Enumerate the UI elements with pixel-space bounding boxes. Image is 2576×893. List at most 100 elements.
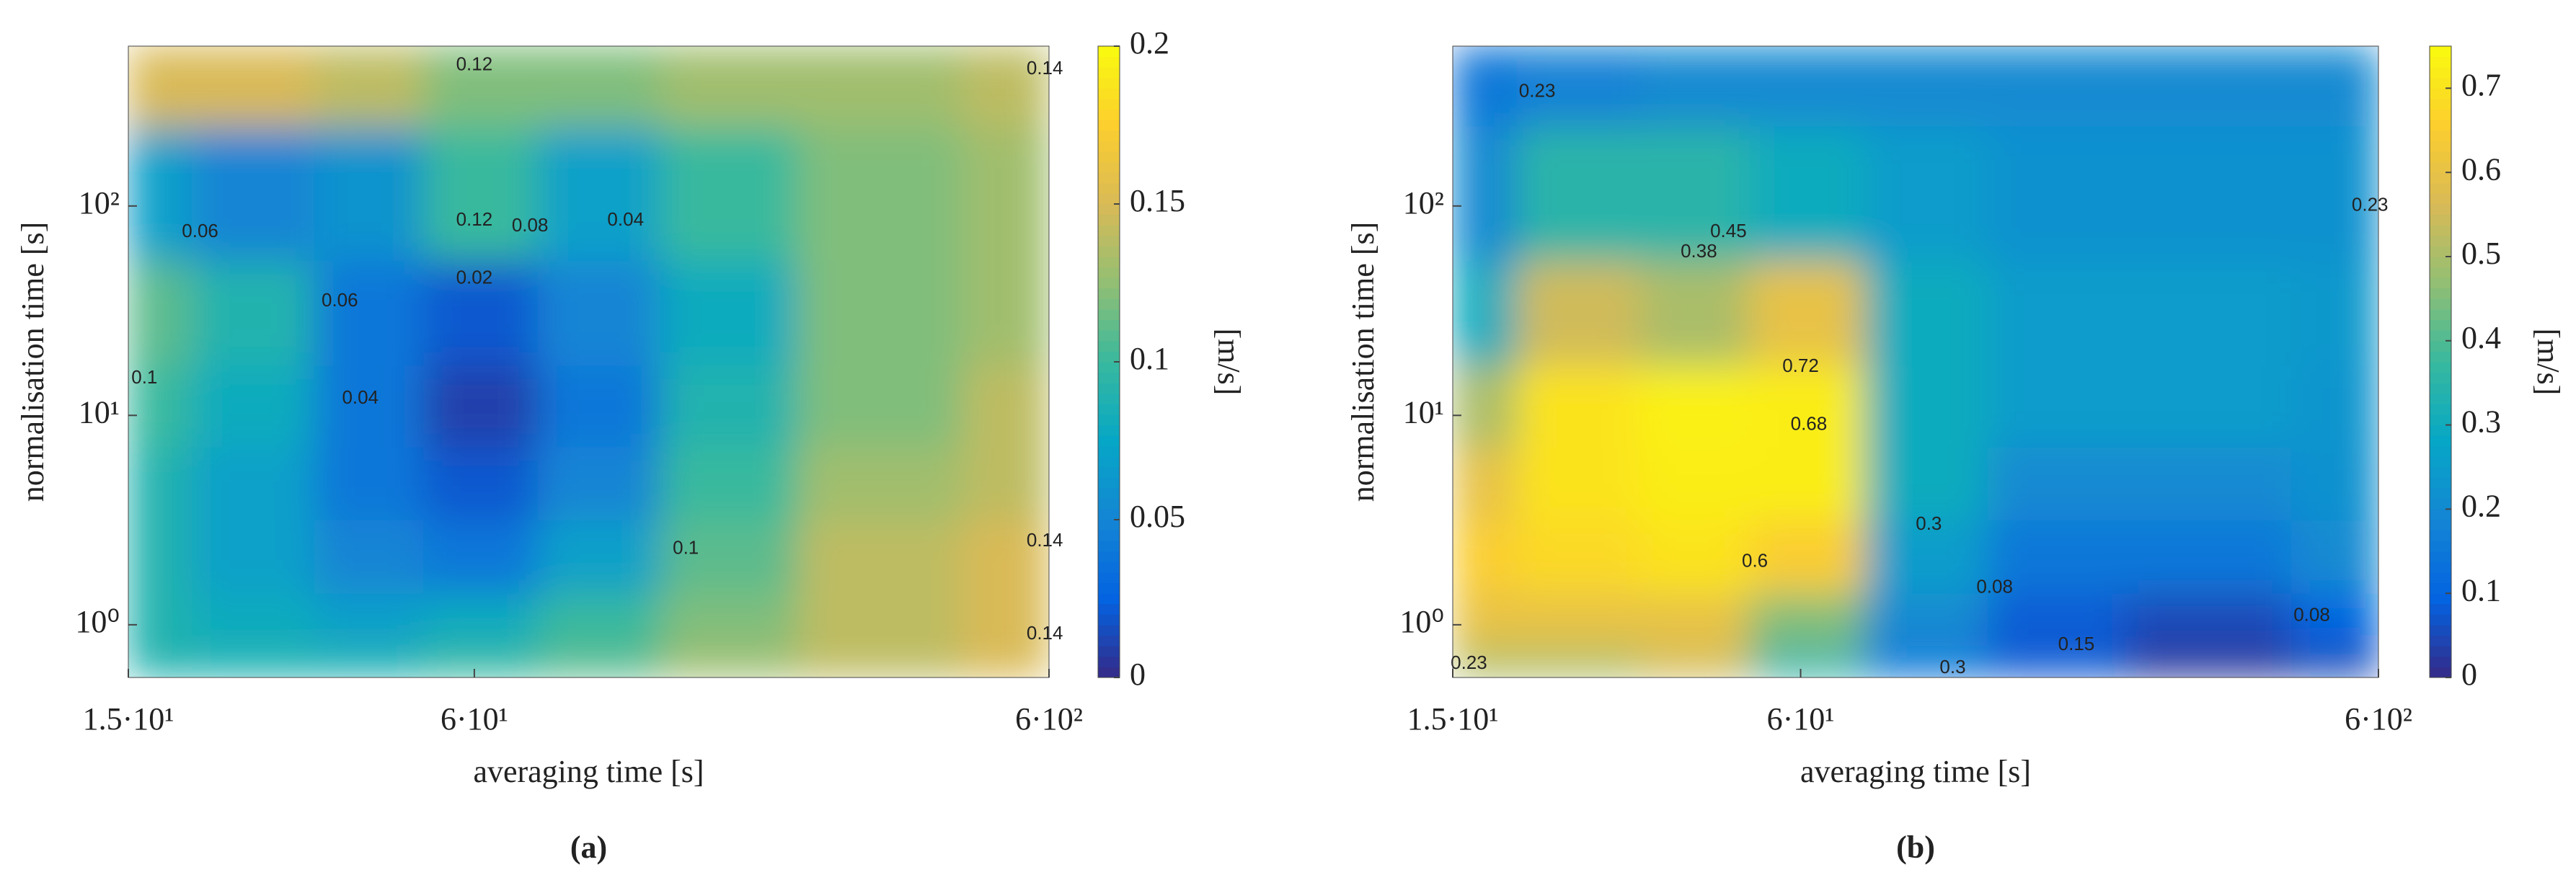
- y-tick-label: 10²: [79, 185, 120, 221]
- colorbar-label: [m/s]: [2531, 329, 2566, 396]
- heatmap-cell: [1453, 46, 1518, 127]
- colorbar-step: [1098, 435, 1120, 447]
- colorbar-step: [1098, 445, 1120, 457]
- heatmap-cell: [660, 125, 798, 262]
- contour-label: 0.14: [1027, 622, 1063, 644]
- colorbar-step: [1098, 172, 1120, 184]
- heatmap-cell: [1453, 592, 1518, 649]
- plot-frame: [128, 45, 1050, 678]
- colorbar-step: [2430, 645, 2451, 657]
- heatmap-cell: [1864, 592, 1988, 649]
- y-axis-label: normalisation time [s]: [1345, 222, 1381, 502]
- colorbar-step: [2430, 582, 2451, 594]
- heatmap-cell: [2125, 647, 2292, 677]
- contour-label: 0.14: [1027, 529, 1063, 551]
- heatmap-cell: [1864, 446, 1988, 521]
- colorbar-step: [2430, 235, 2451, 246]
- colorbar-step: [1098, 372, 1120, 383]
- y-tick-label: 10¹: [1403, 394, 1444, 430]
- heatmap-cell: [1453, 260, 1518, 366]
- heatmap-cell: [1987, 125, 2126, 262]
- heatmap-cell: [660, 520, 798, 594]
- colorbar-tick-label: 0.1: [1130, 341, 1169, 376]
- colorbar-step: [1098, 109, 1120, 120]
- heatmap-cell: [1639, 592, 1750, 649]
- colorbar-step: [1098, 319, 1120, 331]
- colorbar-step: [2430, 182, 2451, 194]
- heatmap-cell: [2290, 592, 2378, 649]
- colorbar-step: [2430, 372, 2451, 383]
- heatmap-cell: [2290, 125, 2378, 262]
- heatmap-cell: [423, 125, 539, 262]
- colorbar-step: [1098, 645, 1120, 657]
- contour-label: 0.1: [131, 366, 157, 388]
- heatmap-cell: [2290, 46, 2378, 127]
- colorbar-step: [1098, 592, 1120, 605]
- colorbar-tick-label: 0.15: [1130, 183, 1185, 218]
- heatmap-cell: [1749, 260, 1865, 366]
- heatmap-cell: [962, 520, 1049, 594]
- colorbar-step: [1098, 382, 1120, 394]
- heatmap-cell: [1453, 125, 1518, 262]
- heatmap-cell: [660, 46, 798, 127]
- heatmap-cell: [423, 46, 539, 127]
- heatmap-cell: [2125, 446, 2292, 521]
- heatmap-cell: [2290, 260, 2378, 366]
- colorbar-step: [2430, 319, 2451, 331]
- heatmap-cell: [2125, 125, 2292, 262]
- colorbar-step: [1098, 256, 1120, 268]
- colorbar-step: [2430, 98, 2451, 110]
- colorbar-step: [2430, 256, 2451, 268]
- heatmap-cell: [128, 446, 192, 521]
- colorbar-step: [1098, 530, 1120, 541]
- colorbar-step: [2430, 224, 2451, 236]
- heatmap-cell: [1749, 647, 1865, 677]
- heatmap-cell: [1987, 365, 2126, 448]
- y-tick-label: 10⁰: [75, 604, 120, 639]
- colorbar-step: [2430, 203, 2451, 216]
- heatmap-cell: [1987, 46, 2126, 127]
- colorbar-step: [1098, 66, 1120, 79]
- heatmap-cell: [797, 520, 963, 594]
- heatmap-cell: [2125, 46, 2292, 127]
- heatmap-cell: [191, 260, 315, 366]
- colorbar-step: [1098, 425, 1120, 436]
- colorbar-step: [1098, 151, 1120, 163]
- heatmap-cell: [1516, 46, 1641, 127]
- colorbar-step: [1098, 130, 1120, 141]
- contour-label: 0.04: [342, 386, 379, 408]
- heatmap: [1453, 46, 2378, 677]
- heatmap-cell: [2125, 365, 2292, 448]
- heatmap-cell: [314, 260, 425, 366]
- heatmap-cell: [2125, 592, 2292, 649]
- heatmap-cell: [1639, 365, 1750, 448]
- heatmap-cell: [660, 592, 798, 649]
- colorbar-step: [2430, 403, 2451, 415]
- heatmap-cell: [1749, 46, 1865, 127]
- colorbar-step: [2430, 425, 2451, 436]
- heatmap-cell: [797, 46, 963, 127]
- colorbar-step: [1098, 561, 1120, 573]
- heatmap-cell: [128, 46, 192, 127]
- colorbar-step: [2430, 635, 2451, 647]
- colorbar-step: [1098, 56, 1120, 68]
- colorbar-step: [1098, 582, 1120, 594]
- heatmap-cell: [797, 647, 963, 677]
- heatmap-cell: [314, 46, 425, 127]
- heatmap-cell: [423, 446, 539, 521]
- heatmap-cell: [1749, 365, 1865, 448]
- colorbar-label: [m/s]: [1211, 329, 1247, 396]
- colorbar-step: [1098, 393, 1120, 404]
- colorbar-step: [2430, 624, 2451, 636]
- heatmap-cell: [2125, 520, 2292, 594]
- heatmap-cell: [1639, 520, 1750, 594]
- colorbar-step: [1098, 487, 1120, 499]
- colorbar-step: [1098, 182, 1120, 194]
- colorbar-step: [1098, 603, 1120, 615]
- contour-label: 0.02: [456, 266, 493, 288]
- heatmap-cell: [1864, 125, 1988, 262]
- heatmap-cell: [660, 647, 798, 677]
- colorbar-step: [1098, 519, 1120, 531]
- contour-label: 0.06: [182, 220, 218, 241]
